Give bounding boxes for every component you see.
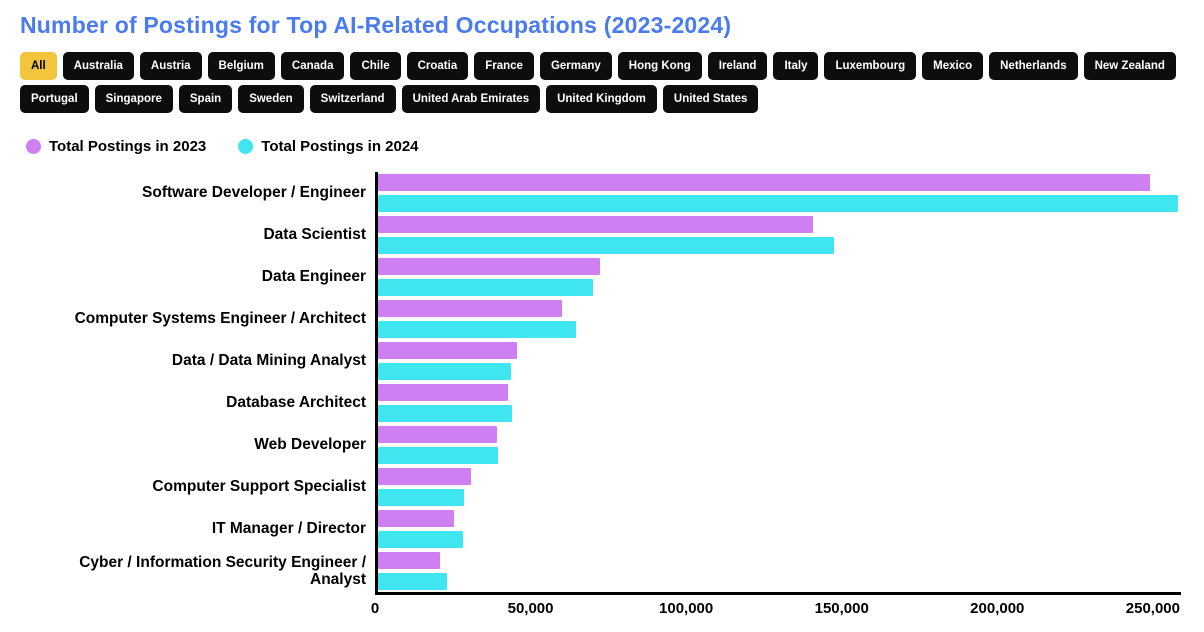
category-label-computer-systems-engineer-architect: Computer Systems Engineer / Architect bbox=[74, 310, 366, 328]
category-label-data-scientist: Data Scientist bbox=[263, 226, 366, 244]
bar-group-data-data-mining-analyst bbox=[378, 340, 1181, 382]
bar-total-postings-in-2023-web-developer[interactable] bbox=[378, 426, 497, 443]
category-label-web-developer: Web Developer bbox=[254, 436, 366, 454]
legend-swatch-icon bbox=[26, 139, 41, 154]
bar-total-postings-in-2024-computer-support-specialist[interactable] bbox=[378, 489, 465, 506]
filter-button-united-kingdom[interactable]: United Kingdom bbox=[546, 85, 657, 113]
x-tick-label-250-000: 250,000 bbox=[1125, 600, 1180, 617]
bar-group-data-engineer bbox=[378, 256, 1181, 298]
filter-button-luxembourg[interactable]: Luxembourg bbox=[824, 52, 917, 80]
filter-button-australia[interactable]: Australia bbox=[62, 52, 134, 80]
bar-total-postings-in-2024-it-manager-director[interactable] bbox=[378, 531, 463, 548]
bar-total-postings-in-2024-web-developer[interactable] bbox=[378, 447, 499, 464]
bar-chart: Software Developer / Engineer Data Scient… bbox=[20, 172, 1190, 595]
x-tick-label-100-000: 100,000 bbox=[659, 600, 714, 617]
filter-button-all[interactable]: All bbox=[20, 52, 57, 80]
bar-total-postings-in-2024-cyber-information-security-engineer-analyst[interactable] bbox=[378, 573, 448, 590]
filter-button-united-arab-emirates[interactable]: United Arab Emirates bbox=[401, 85, 541, 113]
category-label-database-architect: Database Architect bbox=[226, 394, 366, 412]
bar-total-postings-in-2023-database-architect[interactable] bbox=[378, 384, 508, 401]
bar-total-postings-in-2023-data-scientist[interactable] bbox=[378, 216, 814, 233]
chart-legend: Total Postings in 2023 Total Postings in … bbox=[26, 138, 1190, 155]
page-title: Number of Postings for Top AI-Related Oc… bbox=[20, 12, 732, 38]
bar-total-postings-in-2023-software-developer-engineer[interactable] bbox=[378, 174, 1151, 191]
bar-group-computer-support-specialist bbox=[378, 466, 1181, 508]
filter-button-germany[interactable]: Germany bbox=[539, 52, 612, 80]
filter-button-hong-kong[interactable]: Hong Kong bbox=[617, 52, 702, 80]
bar-total-postings-in-2024-computer-systems-engineer-architect[interactable] bbox=[378, 321, 576, 338]
bar-group-software-developer-engineer bbox=[378, 172, 1181, 214]
filter-button-mexico[interactable]: Mexico bbox=[922, 52, 984, 80]
bar-total-postings-in-2024-database-architect[interactable] bbox=[378, 405, 513, 422]
filter-button-singapore[interactable]: Singapore bbox=[94, 85, 173, 113]
category-label-computer-support-specialist: Computer Support Specialist bbox=[152, 478, 366, 496]
bar-total-postings-in-2023-data-engineer[interactable] bbox=[378, 258, 601, 275]
bar-total-postings-in-2023-computer-systems-engineer-architect[interactable] bbox=[378, 300, 562, 317]
filter-button-france[interactable]: France bbox=[474, 52, 534, 80]
bar-total-postings-in-2023-computer-support-specialist[interactable] bbox=[378, 468, 471, 485]
bar-total-postings-in-2024-data-scientist[interactable] bbox=[378, 237, 834, 254]
filter-button-canada[interactable]: Canada bbox=[280, 52, 345, 80]
x-tick-label-200-000: 200,000 bbox=[970, 600, 1025, 617]
filter-button-croatia[interactable]: Croatia bbox=[406, 52, 469, 80]
bar-group-computer-systems-engineer-architect bbox=[378, 298, 1181, 340]
filter-button-chile[interactable]: Chile bbox=[350, 52, 401, 80]
filter-button-switzerland[interactable]: Switzerland bbox=[309, 85, 396, 113]
filter-button-new-zealand[interactable]: New Zealand bbox=[1083, 52, 1176, 80]
x-tick-label-50-000: 50,000 bbox=[507, 600, 554, 617]
category-label-data-engineer: Data Engineer bbox=[261, 268, 366, 286]
legend-label: Total Postings in 2023 bbox=[49, 138, 207, 155]
filter-button-spain[interactable]: Spain bbox=[178, 85, 233, 113]
category-label-it-manager-director: IT Manager / Director bbox=[211, 520, 366, 538]
filter-button-portugal[interactable]: Portugal bbox=[20, 85, 89, 113]
category-label-software-developer-engineer: Software Developer / Engineer bbox=[142, 184, 366, 202]
country-filter-bar: All Australia Austria Belgium Canada Chile Cro… bbox=[20, 52, 1200, 113]
bar-total-postings-in-2024-software-developer-engineer[interactable] bbox=[378, 195, 1178, 212]
bar-group-cyber-information-security-engineer-analyst bbox=[378, 550, 1181, 592]
bar-total-postings-in-2023-data-data-mining-analyst[interactable] bbox=[378, 342, 517, 359]
legend-item-total-postings-in-2023[interactable]: Total Postings in 2023 bbox=[26, 138, 206, 155]
legend-label: Total Postings in 2024 bbox=[261, 138, 419, 155]
bar-group-data-scientist bbox=[378, 214, 1181, 256]
plot-area bbox=[375, 172, 1181, 595]
bar-group-web-developer bbox=[378, 424, 1181, 466]
filter-button-netherlands[interactable]: Netherlands bbox=[989, 52, 1078, 80]
x-axis: 0 50,000 100,000 150,000 200,000 250,000 bbox=[371, 595, 1184, 619]
filter-button-ireland[interactable]: Ireland bbox=[707, 52, 768, 80]
filter-button-united-states[interactable]: United States bbox=[662, 85, 759, 113]
bar-total-postings-in-2024-data-data-mining-analyst[interactable] bbox=[378, 363, 511, 380]
category-label-cyber-information-security-engineer-analyst: Cyber / Information Security Engineer / … bbox=[79, 553, 366, 588]
filter-button-belgium[interactable]: Belgium bbox=[207, 52, 275, 80]
legend-item-total-postings-in-2024[interactable]: Total Postings in 2024 bbox=[238, 138, 419, 155]
bar-total-postings-in-2024-data-engineer[interactable] bbox=[378, 279, 593, 296]
bar-total-postings-in-2023-it-manager-director[interactable] bbox=[378, 510, 454, 527]
category-label-data-data-mining-analyst: Data / Data Mining Analyst bbox=[171, 352, 366, 370]
filter-button-austria[interactable]: Austria bbox=[139, 52, 202, 80]
x-tick-label-150-000: 150,000 bbox=[814, 600, 869, 617]
bar-total-postings-in-2023-cyber-information-security-engineer-analyst[interactable] bbox=[378, 552, 440, 569]
category-labels-column: Software Developer / Engineer Data Scient… bbox=[20, 172, 375, 595]
page: Number of Postings for Top AI-Related Oc… bbox=[20, 12, 1200, 619]
bar-group-it-manager-director bbox=[378, 508, 1181, 550]
legend-swatch-icon bbox=[238, 139, 254, 154]
filter-button-sweden[interactable]: Sweden bbox=[238, 85, 304, 113]
x-tick-label-0: 0 bbox=[370, 600, 380, 617]
bar-group-database-architect bbox=[378, 382, 1181, 424]
filter-button-italy[interactable]: Italy bbox=[773, 52, 819, 80]
